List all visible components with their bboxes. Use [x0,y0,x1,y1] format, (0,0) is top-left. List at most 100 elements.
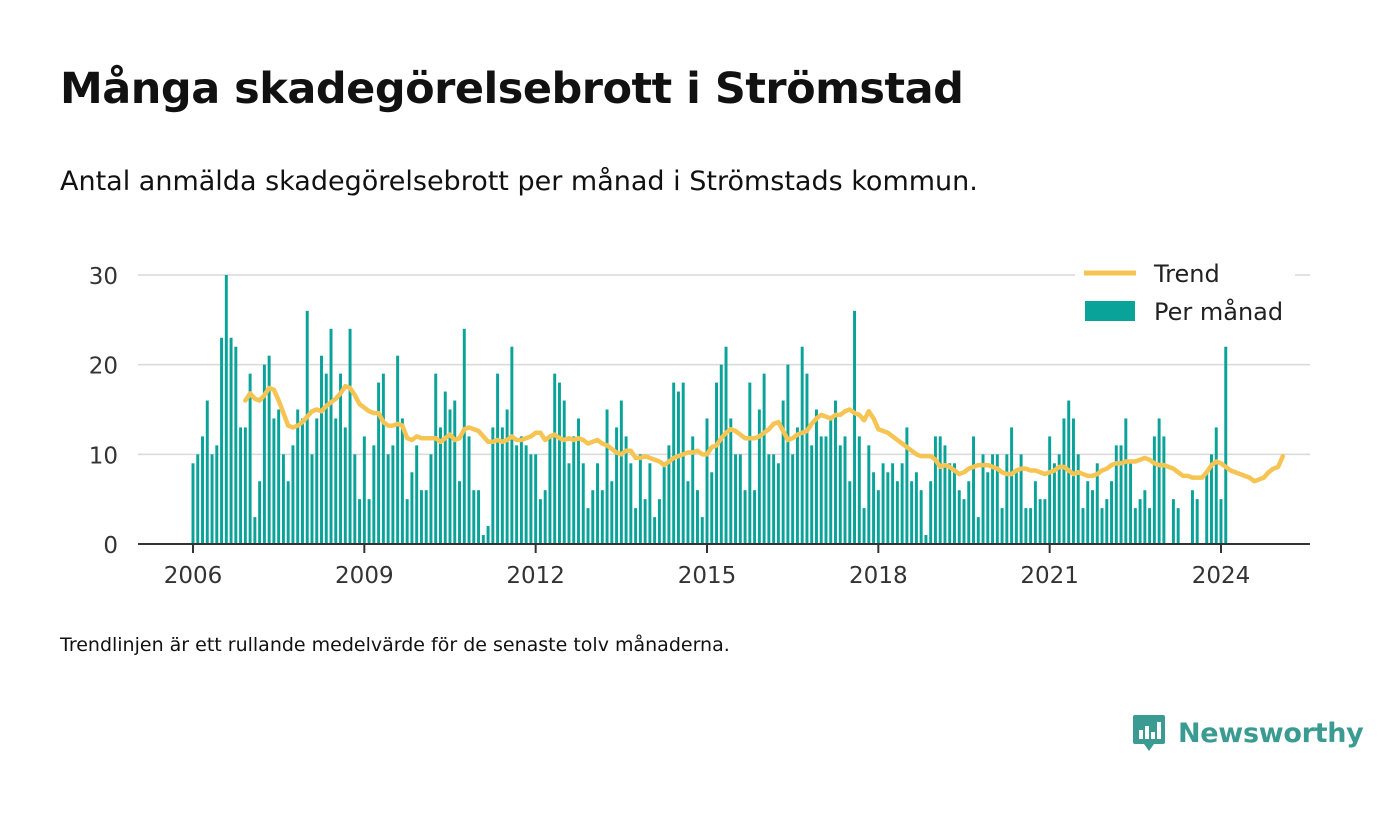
bar [1081,508,1085,544]
bar [267,355,271,544]
bar [605,409,609,544]
bar [857,436,861,544]
bar [791,454,795,544]
bar [1014,472,1018,544]
bar [519,436,523,544]
bar [814,409,818,544]
bar [234,346,238,544]
chart-subtitle: Antal anmälda skadegörelsebrott per måna… [60,166,978,197]
bar [900,463,904,544]
bar [667,445,671,544]
bar [215,445,219,544]
bar [429,454,433,544]
bar [377,382,381,544]
bar [1033,481,1037,544]
bar [829,418,833,544]
bar [653,517,657,544]
bar [1129,463,1133,544]
bar-series [191,275,1228,544]
bar [548,436,552,544]
bar [505,409,509,544]
bar [410,472,414,544]
legend-bar-label: Per månad [1154,297,1283,326]
bar [391,445,395,544]
bar [991,454,995,544]
bar [329,328,333,544]
bar [738,454,742,544]
bar [462,328,466,544]
bar [1124,418,1128,544]
bar [710,472,714,544]
bar [634,508,638,544]
bar [624,436,628,544]
bar [305,310,309,544]
x-tick-label: 2024 [1192,563,1251,589]
bar [258,481,262,544]
bar [1000,508,1004,544]
bar [848,481,852,544]
bar [477,490,481,544]
brand-name: Newsworthy [1178,717,1364,749]
bar [957,490,961,544]
bar [1029,508,1033,544]
bar [610,481,614,544]
bar [1071,418,1075,544]
bar [510,346,514,544]
bar [938,436,942,544]
bar [757,409,761,544]
footnote: Trendlinjen är ett rullande medelvärde f… [60,634,730,656]
bar [838,445,842,544]
bar [919,490,923,544]
bar [676,391,680,544]
x-tick-label: 2021 [1020,563,1079,589]
bar [443,391,447,544]
bar [643,499,647,544]
bar [1043,499,1047,544]
bar [972,436,975,544]
bar [591,490,595,544]
bar [562,400,566,544]
x-tick-label: 2006 [164,563,223,589]
bar [705,418,709,544]
bar [1210,454,1213,544]
bar [281,454,285,544]
bar [967,481,971,544]
bar [367,499,371,544]
bar [538,499,542,544]
bar [334,418,338,544]
bar [1138,499,1142,544]
bar [396,355,400,544]
bar [1133,508,1137,544]
bar [372,445,376,544]
bar [753,490,757,544]
bar [1143,490,1147,544]
bar [220,337,224,544]
bar [296,409,300,544]
bar [1176,508,1180,544]
bar [924,535,928,544]
bar [1052,463,1056,544]
bar [976,517,980,544]
bar [638,454,642,544]
bar [448,409,452,544]
y-tick-label: 0 [103,533,118,559]
bar [672,382,676,544]
bar [348,328,352,544]
bar [772,454,776,544]
legend[interactable]: Trend Per månad [1075,258,1295,334]
bar [1086,481,1090,544]
bar [1010,427,1014,544]
brand-logo[interactable]: Newsworthy [1132,712,1364,754]
bar [1024,508,1028,544]
bar [800,346,804,544]
bar [786,364,790,544]
bar [719,364,723,544]
bar [953,463,956,544]
x-tick-label: 2018 [849,563,908,589]
bar [1171,499,1175,544]
x-axis: 2006 2009 2012 2015 2018 2021 2024 [138,543,1310,589]
bar [310,454,314,544]
bar [434,373,438,544]
bar [1114,445,1118,544]
bar [400,418,404,544]
